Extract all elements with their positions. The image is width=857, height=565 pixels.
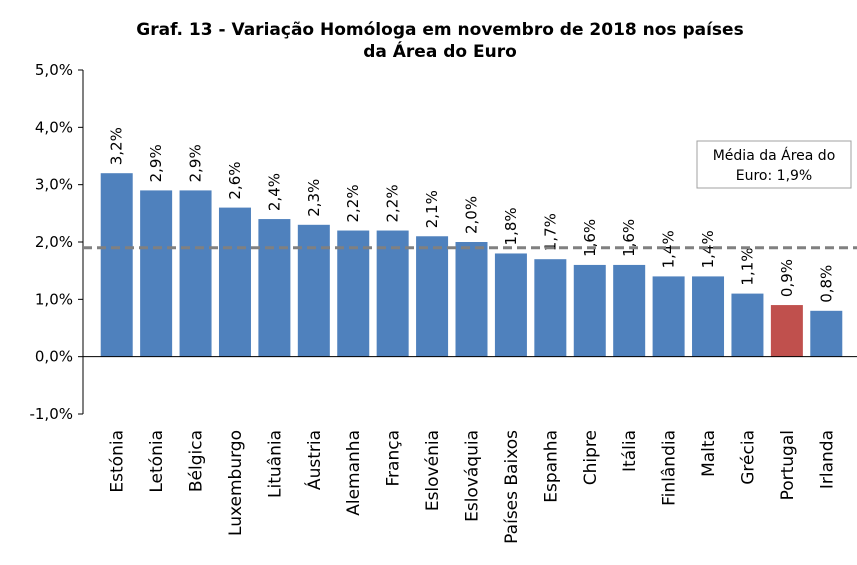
bar: [770, 305, 803, 357]
value-label: 1,6%: [620, 219, 638, 257]
bar: [416, 236, 449, 357]
value-label: 2,2%: [344, 184, 362, 222]
x-tick-label: Estónia: [108, 430, 128, 493]
bar: [494, 253, 527, 357]
x-tick-label: Alemanha: [344, 430, 364, 516]
bar: [652, 276, 685, 357]
annotation-box: [696, 140, 852, 189]
x-tick-label: Finlândia: [660, 430, 680, 506]
y-tick-label: 3,0%: [35, 176, 73, 194]
x-tick-label: Portugal: [778, 430, 798, 500]
x-tick-label: Espanha: [541, 430, 561, 503]
x-tick-label: Luxemburgo: [226, 430, 246, 536]
x-tick-label: França: [384, 430, 404, 487]
y-tick-label: 0,0%: [35, 348, 73, 366]
bar: [731, 293, 764, 357]
bar: [140, 190, 173, 357]
bar: [376, 230, 409, 357]
value-label: 2,9%: [147, 144, 165, 182]
value-label: 0,9%: [778, 259, 796, 297]
y-tick-label: 2,0%: [35, 233, 73, 251]
value-label: 2,6%: [226, 161, 244, 199]
bar: [297, 224, 330, 357]
value-label: 2,1%: [423, 190, 441, 228]
bar: [100, 173, 133, 357]
x-tick-label: Bélgica: [187, 430, 207, 492]
y-tick-label: -1,0%: [29, 405, 73, 423]
x-tick-label: Chipre: [581, 430, 601, 485]
x-tick-label: Eslovénia: [423, 430, 443, 511]
y-tick-label: 5,0%: [35, 61, 73, 79]
value-label: 3,2%: [108, 127, 126, 165]
value-label: 2,9%: [187, 144, 205, 182]
bar: [455, 242, 488, 357]
chart-title: da Área do Euro: [363, 40, 517, 62]
value-label: 1,1%: [738, 247, 756, 285]
y-tick-label: 4,0%: [35, 118, 73, 136]
x-tick-label: Países Baixos: [502, 430, 522, 544]
bar: [573, 264, 606, 357]
x-tick-label: Áustria: [303, 430, 325, 490]
x-tick-label: Letónia: [147, 430, 167, 493]
x-tick-label: Lituânia: [265, 430, 285, 498]
bar: [613, 264, 646, 357]
x-tick-label: Itália: [620, 430, 640, 472]
bar: [692, 276, 725, 357]
bar: [218, 207, 251, 357]
bar: [534, 259, 567, 357]
x-tick-label: Grécia: [738, 430, 758, 485]
value-label: 1,6%: [581, 219, 599, 257]
x-tick-label: Irlanda: [817, 430, 837, 489]
annotation: Média da Área do: [713, 147, 836, 164]
value-label: 1,4%: [699, 230, 717, 268]
value-label: 2,4%: [265, 173, 283, 211]
value-label: 0,8%: [817, 265, 835, 303]
value-label: 2,0%: [463, 196, 481, 234]
bar: [810, 310, 843, 357]
value-label: 1,7%: [541, 213, 559, 251]
value-label: 1,4%: [660, 230, 678, 268]
x-tick-label: Malta: [699, 430, 719, 477]
bar: [258, 219, 291, 357]
bar: [179, 190, 212, 357]
bar: [337, 230, 370, 357]
annotation: Euro: 1,9%: [736, 168, 812, 184]
chart-title: Graf. 13 - Variação Homóloga em novembro…: [136, 20, 743, 40]
x-tick-label: Eslováquia: [463, 430, 483, 522]
y-tick-label: 1,0%: [35, 290, 73, 308]
value-label: 1,8%: [502, 207, 520, 245]
value-label: 2,3%: [305, 179, 323, 217]
value-label: 2,2%: [384, 184, 402, 222]
